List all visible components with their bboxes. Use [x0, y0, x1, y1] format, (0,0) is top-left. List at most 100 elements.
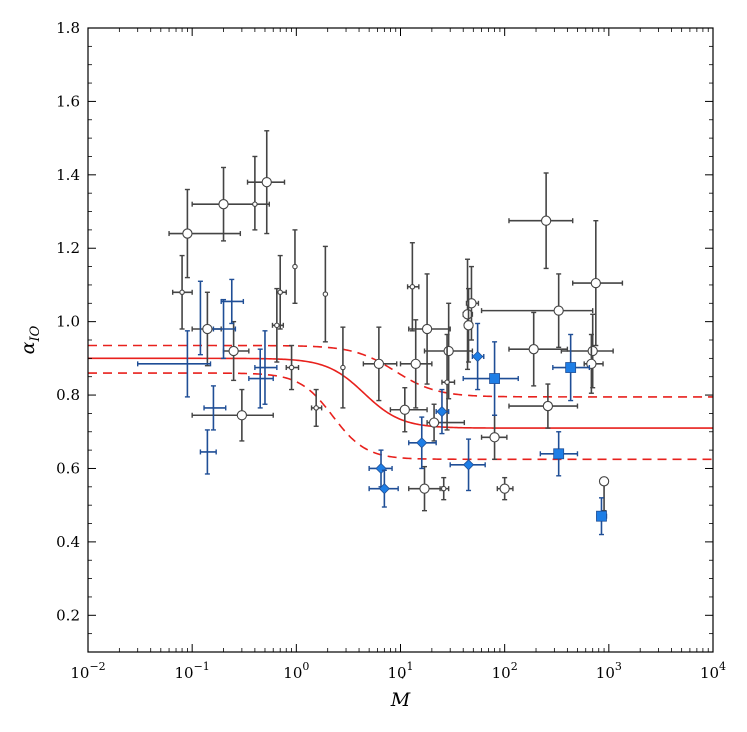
data-point: [271, 287, 285, 363]
data-point-marker: [565, 362, 577, 373]
data-point-marker: [419, 483, 430, 494]
data-point-marker: [277, 289, 283, 296]
data-point-marker: [261, 177, 272, 188]
series-blue-crosses: [137, 278, 278, 475]
series-blue-squares: [462, 333, 608, 536]
x-tick-label: 10−1: [175, 660, 210, 682]
data-point: [340, 326, 346, 409]
data-point: [463, 287, 474, 363]
data-point: [426, 403, 466, 442]
plot-background: [88, 28, 713, 652]
data-point-marker: [499, 483, 510, 494]
data-point-marker: [292, 263, 298, 270]
data-point-marker: [472, 350, 484, 363]
data-point: [191, 388, 274, 442]
y-tick-label: 1.2: [56, 239, 80, 257]
data-point: [362, 326, 398, 402]
plot-area: [88, 28, 713, 652]
data-point: [462, 341, 519, 416]
y-tick-label: 0.8: [56, 386, 80, 404]
y-tick-label: 0.6: [56, 459, 80, 477]
data-point: [406, 242, 420, 332]
data-point-marker: [553, 448, 565, 460]
x-tick-label: 10−2: [70, 660, 105, 682]
fit-curves: [88, 344, 713, 461]
data-point: [408, 273, 451, 385]
data-point: [285, 344, 300, 391]
data-point-marker: [378, 483, 390, 495]
series-grey-open-circles: [168, 130, 624, 512]
data-point: [222, 320, 250, 382]
data-point-marker: [252, 201, 258, 207]
data-point: [168, 188, 242, 279]
y-tick-label: 1.4: [56, 166, 80, 184]
x-axis-label-accent: ˙: [398, 674, 407, 695]
fit-band-upper: [88, 344, 713, 398]
data-point-marker: [540, 215, 552, 226]
data-point: [441, 333, 456, 431]
data-point-marker: [218, 199, 229, 210]
data-point-marker: [590, 277, 601, 289]
fit-line: [88, 357, 713, 429]
data-point-marker: [409, 284, 416, 290]
axes: 10−2 10−1 100 101 102 103 104 0.2 0.4 0.6 0.8 1.0 1.…: [17, 19, 726, 711]
data-point: [439, 476, 450, 501]
data-point-marker: [373, 358, 385, 370]
data-point-marker: [440, 485, 447, 492]
data-point: [368, 469, 399, 508]
x-tick-label: 102: [492, 660, 518, 682]
x-tick-label: 101: [387, 660, 413, 682]
data-point-marker: [416, 437, 428, 449]
data-point: [552, 333, 591, 402]
data-point: [171, 254, 193, 330]
series-blue-diamonds: [368, 322, 486, 508]
data-point-marker: [542, 400, 554, 412]
data-point: [252, 155, 258, 231]
data-point: [572, 220, 624, 347]
data-point: [199, 429, 217, 475]
data-point-marker: [553, 305, 564, 316]
data-point: [197, 280, 203, 356]
data-point-marker: [399, 404, 410, 415]
data-point: [137, 330, 212, 398]
y-axis-label: αIO: [17, 325, 43, 354]
y-tick-label: 1.8: [56, 19, 80, 37]
data-point: [596, 497, 608, 536]
data-point-marker: [228, 345, 239, 357]
data-point-marker: [463, 320, 474, 331]
data-point: [496, 476, 514, 501]
data-point: [246, 130, 286, 235]
data-point: [220, 278, 245, 325]
y-tick-label: 0.2: [56, 606, 80, 624]
data-point-marker: [489, 432, 500, 443]
data-point-marker: [596, 510, 607, 522]
data-point-marker: [587, 345, 598, 357]
x-tick-label: 103: [596, 660, 622, 682]
data-point: [254, 330, 278, 405]
data-point: [508, 311, 569, 387]
data-point-marker: [236, 410, 248, 421]
data-point-marker: [179, 289, 185, 296]
data-point-marker: [375, 462, 387, 475]
data-point: [248, 348, 274, 409]
data-point: [310, 388, 323, 427]
data-point: [480, 273, 594, 349]
data-point-marker: [274, 322, 280, 329]
data-point: [292, 229, 298, 304]
data-point-marker: [202, 323, 213, 335]
y-tick-label: 0.4: [56, 533, 80, 551]
data-point-marker: [462, 459, 475, 471]
data-point-marker: [410, 358, 421, 370]
data-point: [408, 416, 437, 470]
data-points: [137, 130, 624, 536]
data-point-marker: [322, 291, 329, 297]
x-axis-label: M: [390, 689, 411, 711]
data-point-marker: [598, 476, 610, 487]
data-point: [322, 245, 329, 343]
data-point-marker: [182, 228, 193, 239]
data-point: [408, 465, 443, 512]
data-point-marker: [340, 364, 346, 371]
data-point-marker: [313, 405, 319, 411]
data-point: [508, 172, 574, 270]
data-point: [508, 383, 579, 429]
